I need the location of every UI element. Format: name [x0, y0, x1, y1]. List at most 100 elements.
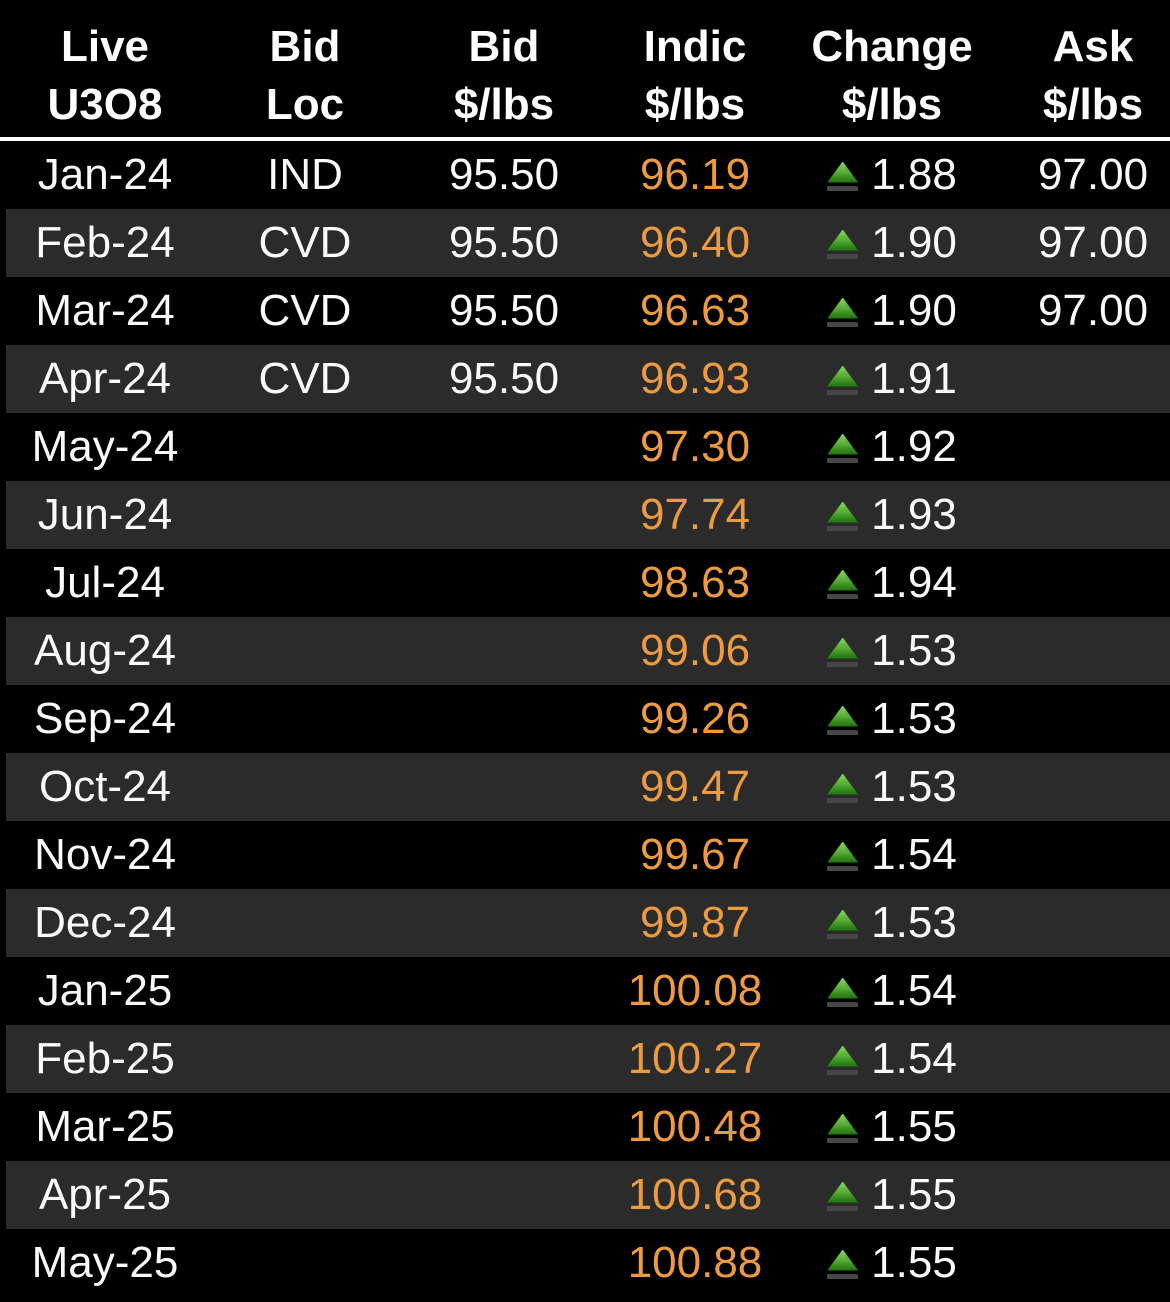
indic-price-cell: 100.68 [595, 1170, 795, 1220]
quote-row[interactable]: Feb-25 100.27 1.54 [0, 1025, 1170, 1093]
change-value: 1.90 [871, 218, 957, 267]
tick-underline-bar [827, 661, 859, 667]
tick-underline-bar [827, 933, 859, 939]
indic-price-value: 99.87 [639, 898, 751, 947]
up-triangle-icon [827, 909, 859, 931]
change-value: 1.90 [871, 286, 957, 335]
indic-price-value: 96.19 [639, 150, 751, 199]
indic-price-value: 100.08 [627, 966, 763, 1015]
column-header-line1: Indic [643, 22, 747, 71]
up-triangle-icon [827, 977, 859, 999]
up-triangle-icon [827, 637, 859, 659]
indic-price-value: 98.63 [639, 558, 751, 607]
change-cell: 1.53 [792, 762, 992, 812]
month-cell: Oct-24 [0, 762, 210, 812]
tick-underline-bar [827, 1069, 859, 1075]
indic-price-value: 100.48 [627, 1102, 763, 1151]
quote-row[interactable]: Aug-24 99.06 1.53 [0, 617, 1170, 685]
bid-loc-value: CVD [258, 286, 352, 335]
up-triangle-icon [827, 705, 859, 727]
up-triangle-icon [827, 841, 859, 863]
quote-table-body: Jan-24 IND 95.50 96.19 1.88 97.00 Feb-24… [0, 141, 1170, 1297]
month-cell: Jun-24 [0, 490, 210, 540]
column-header-line2: $/lbs [644, 80, 746, 129]
month-cell: Jul-24 [0, 558, 210, 608]
quote-row[interactable]: May-24 97.30 1.92 [0, 413, 1170, 481]
quote-row[interactable]: Feb-24 CVD 95.50 96.40 1.90 97.00 [0, 209, 1170, 277]
month-label: Apr-25 [38, 1170, 172, 1219]
column-header-line1: Change [811, 22, 973, 71]
column-header-indic-price: Indic $/lbs [595, 18, 795, 137]
up-triangle-icon [827, 501, 859, 523]
month-label: Jul-24 [45, 558, 165, 607]
bid-loc-value: CVD [258, 218, 352, 267]
column-header-line1: Bid [468, 22, 540, 71]
bid-loc-cell: CVD [215, 218, 395, 268]
up-tick-icon [827, 161, 859, 191]
up-triangle-icon [827, 569, 859, 591]
month-label: Dec-24 [34, 898, 176, 947]
month-cell: Apr-24 [0, 354, 210, 404]
ask-price-value: 97.00 [1037, 286, 1149, 335]
change-cell: 1.92 [792, 422, 992, 472]
indic-price-cell: 100.08 [595, 966, 795, 1016]
up-tick-icon [827, 705, 859, 735]
indic-price-cell: 100.27 [595, 1034, 795, 1084]
month-label: May-24 [31, 422, 179, 471]
bid-price-value: 95.50 [448, 150, 560, 199]
indic-price-cell: 100.88 [595, 1238, 795, 1288]
quote-row[interactable]: Jul-24 98.63 1.94 [0, 549, 1170, 617]
change-cell: 1.90 [792, 218, 992, 268]
tick-underline-bar [827, 185, 859, 191]
quote-row[interactable]: Jan-24 IND 95.50 96.19 1.88 97.00 [0, 141, 1170, 209]
quote-row[interactable]: Nov-24 99.67 1.54 [0, 821, 1170, 889]
up-tick-icon [827, 773, 859, 803]
ask-price-cell: 97.00 [993, 218, 1170, 268]
month-label: Sep-24 [34, 694, 176, 743]
month-cell: Mar-25 [0, 1102, 210, 1152]
quote-row[interactable]: Sep-24 99.26 1.53 [0, 685, 1170, 753]
month-cell: May-25 [0, 1238, 210, 1288]
month-cell: May-24 [0, 422, 210, 472]
column-header-line2: Loc [265, 80, 345, 129]
quote-row[interactable]: Apr-25 100.68 1.55 [0, 1161, 1170, 1229]
indic-price-value: 100.88 [627, 1238, 763, 1287]
up-triangle-icon [827, 773, 859, 795]
change-cell: 1.55 [792, 1170, 992, 1220]
month-label: Jun-24 [37, 490, 173, 539]
month-cell: Jan-25 [0, 966, 210, 1016]
indic-price-cell: 97.30 [595, 422, 795, 472]
change-value: 1.54 [871, 830, 957, 879]
quote-row[interactable]: Dec-24 99.87 1.53 [0, 889, 1170, 957]
change-cell: 1.54 [792, 830, 992, 880]
change-value: 1.91 [871, 354, 957, 403]
quote-row[interactable]: Mar-25 100.48 1.55 [0, 1093, 1170, 1161]
quote-row[interactable]: Oct-24 99.47 1.53 [0, 753, 1170, 821]
month-label: Aug-24 [34, 626, 176, 675]
change-cell: 1.91 [792, 354, 992, 404]
up-triangle-icon [827, 229, 859, 251]
tick-underline-bar [827, 865, 859, 871]
indic-price-cell: 97.74 [595, 490, 795, 540]
quote-row[interactable]: May-25 100.88 1.55 [0, 1229, 1170, 1297]
bid-price-value: 95.50 [448, 218, 560, 267]
indic-price-value: 99.47 [639, 762, 751, 811]
table-header-row: Live U3O8 Bid Loc Bid $/lbs Indic $/lbs … [0, 0, 1170, 141]
quote-row[interactable]: Jun-24 97.74 1.93 [0, 481, 1170, 549]
change-value: 1.54 [871, 966, 957, 1015]
column-header-bid-loc: Bid Loc [215, 18, 395, 137]
up-tick-icon [827, 1181, 859, 1211]
quote-row[interactable]: Mar-24 CVD 95.50 96.63 1.90 97.00 [0, 277, 1170, 345]
bid-price-value: 95.50 [448, 286, 560, 335]
indic-price-cell: 100.48 [595, 1102, 795, 1152]
indic-price-cell: 98.63 [595, 558, 795, 608]
quote-row[interactable]: Apr-24 CVD 95.50 96.93 1.91 [0, 345, 1170, 413]
indic-price-cell: 96.40 [595, 218, 795, 268]
bid-price-cell: 95.50 [414, 218, 594, 268]
quote-row[interactable]: Jan-25 100.08 1.54 [0, 957, 1170, 1025]
column-header-line2: $/lbs [841, 80, 943, 129]
month-cell: Nov-24 [0, 830, 210, 880]
month-cell: Sep-24 [0, 694, 210, 744]
bid-loc-cell: IND [215, 150, 395, 200]
